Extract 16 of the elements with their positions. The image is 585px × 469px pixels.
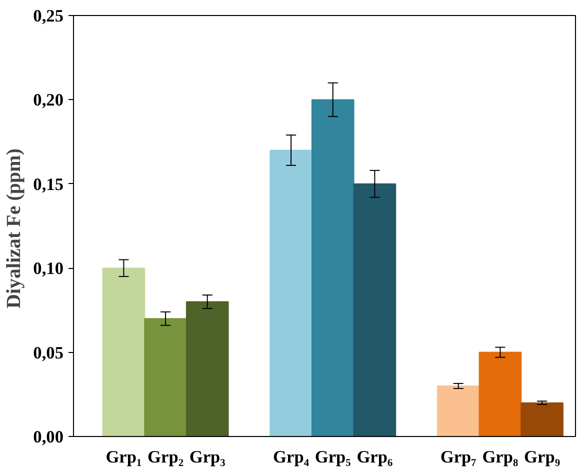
x-tick-label: Grp₁ bbox=[106, 448, 142, 466]
x-tick-label: Grp₅ bbox=[314, 448, 351, 466]
y-tick-label: 0,15 bbox=[33, 174, 64, 194]
x-tick-label: Grp₃ bbox=[189, 448, 226, 466]
x-tick-label: Grp₈ bbox=[482, 448, 518, 466]
x-tick-label: Grp₄ bbox=[273, 448, 310, 466]
y-tick-label: 0,05 bbox=[33, 343, 64, 362]
x-tick-label: Grp₇ bbox=[440, 448, 476, 466]
x-tick-label: Grp₂ bbox=[148, 448, 184, 466]
x-tick-label: Grp₆ bbox=[356, 448, 393, 466]
y-tick-label: 0,20 bbox=[33, 90, 64, 110]
y-tick-label: 0,00 bbox=[33, 428, 64, 446]
y-tick-label: 0,10 bbox=[33, 259, 64, 278]
x-tick-label: Grp₉ bbox=[524, 448, 560, 466]
y-tick-label: 0,25 bbox=[33, 6, 64, 26]
y-axis-title: Diyalizat Fe (ppm) bbox=[3, 148, 26, 308]
